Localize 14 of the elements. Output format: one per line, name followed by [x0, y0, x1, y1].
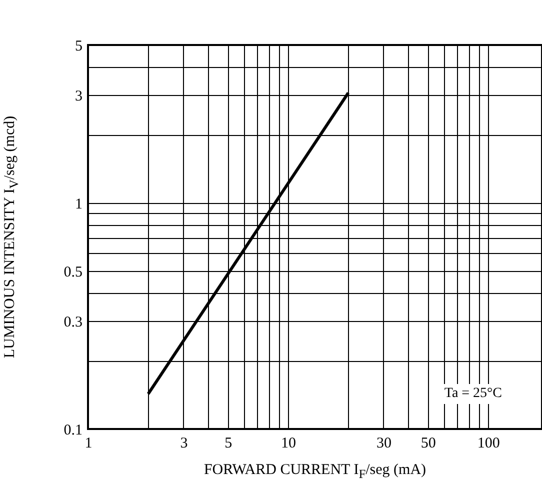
x-tick-label: 30 [376, 436, 392, 452]
annotation: Ta = 25°C [438, 384, 508, 404]
y-tick-label: 5 [75, 38, 82, 54]
x-tick-label: 10 [281, 436, 296, 452]
x-tick-label: 5 [224, 436, 232, 452]
y-tick-label: 3 [75, 88, 82, 105]
y-tick-label: 1 [75, 196, 82, 212]
x-axis-title: FORWARD CURRENT I$_{F}$/seg (mA) [202, 462, 428, 482]
y-tick-label: 0.3 [64, 314, 82, 331]
x-tick-label: 50 [420, 436, 436, 452]
y-tick-label: 0.1 [64, 422, 82, 438]
x-tick-label: 100 [477, 436, 500, 452]
y-tick-label: 0.5 [64, 264, 82, 281]
x-tick-label: 3 [180, 436, 188, 452]
